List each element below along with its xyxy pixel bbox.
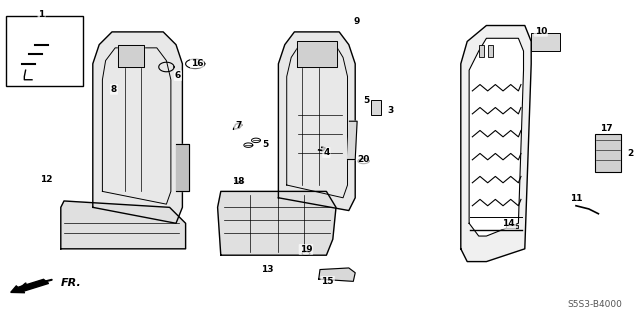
- Polygon shape: [93, 32, 182, 223]
- Text: 15: 15: [321, 277, 334, 286]
- Polygon shape: [278, 32, 355, 211]
- Text: 7: 7: [235, 121, 241, 130]
- Polygon shape: [319, 268, 355, 281]
- Polygon shape: [469, 38, 524, 236]
- Bar: [488, 45, 493, 57]
- Polygon shape: [297, 41, 337, 67]
- Text: 19: 19: [300, 245, 312, 254]
- Bar: [371, 100, 381, 115]
- Text: 6: 6: [175, 71, 181, 80]
- Polygon shape: [348, 121, 357, 160]
- Text: 5: 5: [262, 140, 269, 149]
- Text: 4: 4: [323, 148, 330, 157]
- Polygon shape: [61, 201, 186, 249]
- Text: 18: 18: [232, 177, 244, 186]
- Bar: [6, 16, 83, 86]
- Text: 10: 10: [534, 27, 547, 36]
- Text: 2: 2: [627, 149, 634, 158]
- Text: 3: 3: [387, 106, 394, 115]
- Bar: [531, 33, 560, 51]
- Bar: [595, 134, 621, 172]
- Bar: [506, 225, 518, 228]
- Text: 20: 20: [357, 155, 370, 164]
- Text: 17: 17: [600, 124, 613, 133]
- Text: 14: 14: [502, 219, 515, 228]
- Bar: [479, 45, 484, 57]
- Polygon shape: [218, 191, 336, 255]
- Polygon shape: [118, 45, 144, 67]
- Polygon shape: [176, 144, 189, 191]
- Text: 11: 11: [570, 194, 582, 203]
- Text: S5S3-B4000: S5S3-B4000: [568, 300, 623, 309]
- Text: 8: 8: [111, 85, 117, 94]
- Text: 16: 16: [191, 59, 204, 68]
- Polygon shape: [461, 26, 531, 262]
- Text: FR.: FR.: [61, 278, 81, 288]
- FancyArrow shape: [11, 279, 49, 293]
- Text: 12: 12: [40, 175, 52, 184]
- Text: 13: 13: [261, 265, 274, 274]
- Text: 1: 1: [38, 10, 45, 19]
- Text: 5: 5: [364, 96, 370, 105]
- Text: 9: 9: [354, 17, 360, 26]
